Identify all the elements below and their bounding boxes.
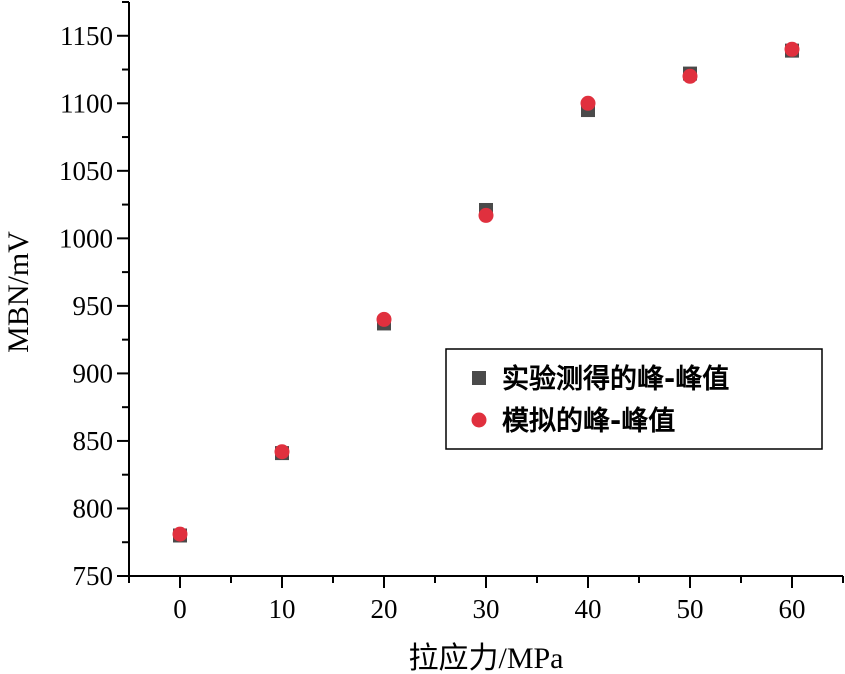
simulation-point (376, 311, 392, 327)
y-axis-title: MBN/mV (2, 231, 35, 353)
ticks (117, 1, 844, 588)
x-tick-label: 50 (677, 594, 704, 624)
y-tick-label: 1150 (60, 21, 113, 51)
simulation-point (784, 41, 800, 57)
axes (128, 2, 843, 577)
y-tick-label: 750 (73, 561, 114, 591)
x-tick-label: 0 (173, 594, 187, 624)
x-tick-label: 20 (371, 594, 398, 624)
x-tick-label: 60 (779, 594, 806, 624)
simulation-point (478, 207, 494, 223)
simulation-point (682, 68, 698, 84)
legend-label-experiment: 实验测得的峰-峰值 (502, 363, 729, 395)
simulation-point (274, 444, 290, 460)
legend-marker-circle (471, 412, 487, 428)
simulation-point (172, 526, 188, 542)
legend-marker-square (472, 371, 486, 385)
y-tick-label: 1100 (60, 88, 113, 118)
y-tick-label: 1050 (59, 156, 113, 186)
y-tick-label: 800 (73, 493, 114, 523)
y-tick-label: 950 (73, 291, 114, 321)
y-tick-label: 850 (73, 426, 114, 456)
tick-labels: 0 10 20 30 40 50 60 750 800 850 900 950 1000 1050 1100… (59, 21, 806, 624)
x-axis-title: 拉应力/MPa (408, 642, 563, 674)
simulation-point (580, 95, 596, 111)
legend: 实验测得的峰-峰值 模拟的峰-峰值 (445, 348, 823, 450)
data-marks (172, 41, 800, 543)
legend-box (445, 348, 823, 450)
x-tick-label: 40 (575, 594, 602, 624)
x-tick-label: 30 (473, 594, 500, 624)
y-tick-label: 1000 (59, 223, 113, 253)
x-tick-label: 10 (269, 594, 296, 624)
y-tick-label: 900 (73, 358, 114, 388)
legend-label-simulation: 模拟的峰-峰值 (502, 405, 675, 437)
